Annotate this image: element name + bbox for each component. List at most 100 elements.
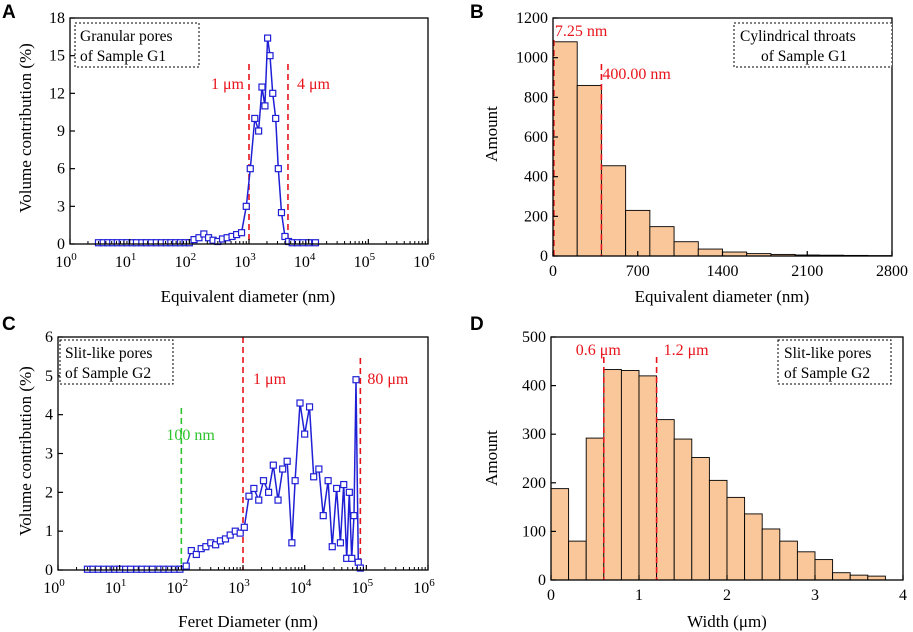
data-point-a	[272, 114, 280, 123]
x-tick-label-d: 3	[811, 587, 819, 604]
data-point-a	[258, 83, 266, 91]
y-tick-label-a: 0	[57, 236, 65, 253]
data-point-c	[288, 539, 296, 547]
x-tick-base-c: 10	[43, 580, 59, 597]
plot-area-b	[552, 41, 893, 257]
x-axis-label-a: Equivalent diameter (nm)	[161, 287, 336, 306]
y-tick-label-a: 9	[57, 123, 65, 140]
data-point-a	[255, 127, 263, 135]
x-tick-label-a: 101	[115, 251, 136, 271]
x-tick-base-c: 10	[352, 580, 368, 597]
data-point-c	[350, 512, 358, 520]
data-point-c	[283, 457, 291, 465]
x-tick-label-c: 105	[352, 577, 374, 597]
data-point-c	[212, 541, 220, 549]
data-point-c	[269, 461, 277, 469]
x-tick-label-d: 4	[899, 587, 907, 604]
x-tick-label-a: 105	[354, 251, 376, 271]
y-tick-label-a: 3	[57, 198, 65, 215]
data-point-c	[236, 529, 244, 537]
y-tick-label-d: 0	[538, 572, 546, 589]
x-tick-label-d: 0	[547, 587, 555, 604]
y-tick-label-c: 4	[45, 407, 53, 424]
data-point-c	[255, 496, 263, 504]
y-tick-label-b: 1200	[516, 10, 548, 27]
histogram-bar-d	[638, 375, 658, 581]
legend-line-2-b: of Sample G1	[761, 48, 847, 65]
y-tick-label-b: 200	[524, 208, 548, 225]
histogram-bar-d	[603, 369, 622, 581]
legend-box-b: Cylindrical throats of Sample G1	[733, 22, 893, 68]
x-tick-label-c: 100	[43, 577, 65, 597]
x-tick-exponent-c: 1	[121, 577, 127, 589]
x-tick-base-a: 10	[115, 254, 131, 271]
x-tick-base-c: 10	[167, 580, 183, 597]
histogram-bar-d	[568, 540, 587, 581]
legend-frame-d	[777, 339, 892, 385]
data-point-c	[305, 403, 314, 411]
y-tick-label-c: 3	[45, 446, 53, 463]
histogram-bar-b	[625, 209, 651, 257]
data-point-a	[281, 232, 289, 241]
reference-label-d: 1.2 μm	[664, 342, 710, 359]
histogram-bar-b	[649, 226, 675, 257]
data-point-c	[336, 539, 345, 547]
y-tick-label-c: 5	[45, 368, 53, 385]
legend-line-2-d: of Sample G2	[784, 365, 870, 382]
x-tick-label-a: 104	[294, 251, 316, 271]
x-tick-label-c: 106	[413, 577, 435, 597]
data-point-c	[221, 535, 230, 543]
data-point-c	[226, 531, 234, 539]
legend-box-a: Granular pores of Sample G1	[74, 22, 200, 68]
x-tick-base-a: 10	[354, 254, 370, 271]
histogram-bar-b	[697, 248, 723, 257]
histogram-bar-d	[550, 488, 570, 581]
y-tick-label-a: 6	[57, 161, 65, 178]
data-point-c	[291, 477, 299, 485]
x-tick-exponent-c: 6	[429, 577, 435, 589]
data-point-c	[240, 523, 248, 531]
ticks-d: 0 100 200 300 400 500 0 1 2 3 4	[522, 329, 907, 604]
data-point-a	[274, 165, 282, 173]
data-point-c	[250, 484, 258, 493]
y-axis-label-d: Amount	[482, 430, 501, 486]
data-point-c	[354, 558, 362, 566]
data-point-a	[311, 239, 320, 247]
data-point-c	[348, 554, 356, 562]
plot-area-d	[550, 369, 886, 581]
legend-line-2-c: of Sample G2	[65, 365, 151, 382]
legend-frame-b	[733, 22, 893, 68]
histogram-bar-d	[796, 551, 816, 581]
x-tick-label-a: 100	[55, 251, 77, 271]
x-tick-label-c: 102	[167, 577, 189, 597]
data-point-a	[200, 230, 208, 238]
legend-frame-c	[59, 339, 174, 385]
histogram-bar-d	[814, 559, 834, 581]
panel-letter-b: B	[470, 2, 484, 23]
x-tick-label-b: 2100	[791, 263, 823, 280]
x-tick-label-b: 700	[626, 263, 650, 280]
x-axis-label-b: Equivalent diameter (nm)	[635, 287, 810, 306]
data-point-a	[195, 234, 203, 242]
data-point-c	[279, 465, 287, 473]
data-point-c	[154, 565, 162, 573]
histogram-bar-d	[620, 370, 640, 581]
legend-box-c: Slit-like pores of Sample G2	[59, 339, 174, 385]
plot-area-c	[83, 376, 364, 573]
plot-area-a	[94, 34, 320, 247]
data-point-a	[277, 209, 286, 217]
legend-line-2-a: of Sample G1	[80, 48, 166, 65]
data-point-c	[264, 488, 273, 496]
legend-line-1-d: Slit-like pores	[784, 345, 871, 362]
data-point-c	[352, 376, 360, 384]
panel-letter-a: A	[2, 2, 16, 23]
x-tick-base-a: 10	[55, 254, 71, 271]
y-tick-label-b: 0	[540, 248, 548, 265]
reference-label-a: 1 μm	[211, 76, 245, 93]
data-point-c	[192, 550, 200, 559]
data-point-a	[237, 229, 246, 237]
reference-lines-a: 1 μm 4 μm	[211, 64, 331, 244]
